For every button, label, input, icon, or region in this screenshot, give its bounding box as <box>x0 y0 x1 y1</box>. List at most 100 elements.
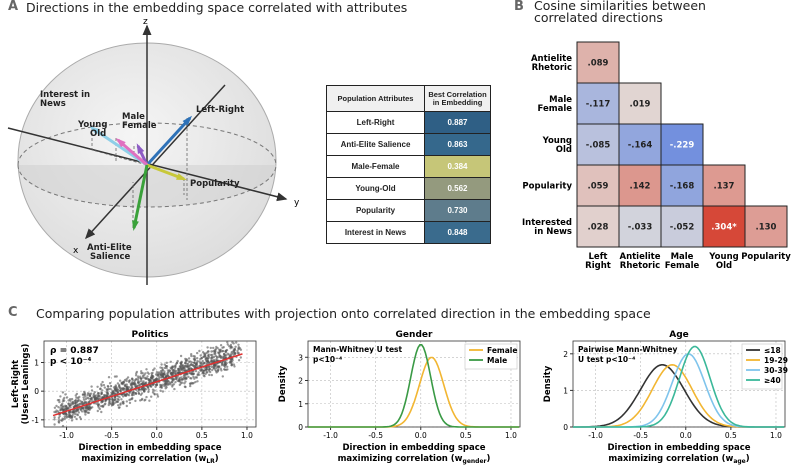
scatter-point <box>67 399 70 402</box>
scatter-point <box>217 366 220 369</box>
scatter-point <box>143 387 146 390</box>
scatter-point <box>214 348 217 351</box>
scatter-point <box>210 355 214 359</box>
annotation-p: p < 10⁻⁴ <box>50 357 92 367</box>
scatter-point <box>73 415 77 418</box>
scatter-point <box>70 411 73 414</box>
scatter-point <box>133 379 136 382</box>
scatter-point <box>184 377 188 380</box>
legend-label: ≥40 <box>764 376 781 385</box>
scatter-point <box>132 393 135 396</box>
scatter-point <box>57 421 61 424</box>
scatter-point <box>97 397 100 401</box>
scatter-point <box>209 346 212 350</box>
scatter-point <box>221 375 224 378</box>
scatter-point <box>151 388 155 391</box>
scatter-point <box>101 405 105 408</box>
scatter-point <box>76 399 80 402</box>
scatter-point <box>123 388 127 391</box>
scatter-point <box>228 345 231 348</box>
correlation-table: Population Attributes Best Correlation i… <box>326 85 491 244</box>
scatter-point <box>147 388 150 391</box>
scatter-point <box>196 357 199 360</box>
row-label: Antielite Rhetoric <box>531 54 572 73</box>
scatter-point <box>223 365 227 369</box>
scatter-point <box>189 384 192 388</box>
scatter-point <box>187 357 191 360</box>
scatter-point <box>206 346 209 349</box>
scatter-point <box>207 369 211 372</box>
scatter-point <box>233 365 236 368</box>
vector-arrowhead <box>89 126 100 135</box>
heatmap-cell <box>618 164 662 207</box>
scatter-point <box>106 393 110 396</box>
scatter-point <box>59 395 62 398</box>
scatter-point <box>188 360 191 363</box>
scatter-point <box>202 372 205 375</box>
heatmap-value: .130 <box>756 223 777 233</box>
heatmap-cell <box>660 123 704 166</box>
scatter-point <box>171 365 175 368</box>
scatter-point <box>68 404 71 407</box>
scatter-point <box>53 416 56 419</box>
scatter-point <box>156 395 160 398</box>
scatter-point <box>192 372 195 375</box>
x-tick-label: -0.5 <box>368 431 383 440</box>
scatter-point <box>82 398 86 401</box>
scatter-point <box>135 377 138 381</box>
annotation-test: Mann-Whitney U test <box>313 345 403 354</box>
x-tick-label: -1.0 <box>588 431 603 440</box>
scatter-point <box>64 406 67 409</box>
y-axis-label: Left-Right(Users Leanings) <box>11 344 31 425</box>
scatter-point <box>207 354 210 357</box>
scatter-point <box>163 384 166 388</box>
scatter-point <box>232 363 236 366</box>
table-row: Male-Female 0.384 <box>326 155 491 178</box>
scatter-point <box>163 370 166 373</box>
scatter-point <box>74 408 77 412</box>
scatter-point <box>215 355 219 358</box>
scatter-point <box>87 397 90 400</box>
scatter-point <box>213 352 216 355</box>
scatter-point <box>57 419 61 422</box>
scatter-point <box>226 341 229 344</box>
scatter-point <box>165 366 168 370</box>
scatter-point <box>203 369 206 372</box>
legend-label: 30-39 <box>764 366 788 375</box>
scatter-point <box>100 392 103 396</box>
scatter-point <box>167 370 171 373</box>
gender-density-chart: Gender -1.0 -0.5 0.0 0.5 1.0 0 1 2 3 Direction in … <box>278 330 521 465</box>
scatter-point <box>174 381 177 384</box>
chart-title: Politics <box>131 330 168 340</box>
scatter-point <box>141 387 144 390</box>
scatter-point <box>226 365 229 368</box>
scatter-point <box>148 399 151 402</box>
scatter-point <box>77 411 81 414</box>
y-tick-label: 2 <box>298 377 303 386</box>
x-tick-label: 0.5 <box>196 431 208 440</box>
scatter-point <box>117 404 120 407</box>
panel-b-title: Cosine similarities between correlated d… <box>534 0 706 24</box>
scatter-point <box>165 365 168 368</box>
scatter-point <box>159 373 162 377</box>
scatter-point <box>125 393 128 396</box>
attribute-cell: Young-Old <box>326 177 425 200</box>
scatter-point <box>131 386 134 389</box>
scatter-point <box>211 353 214 357</box>
scatter-point <box>116 395 120 398</box>
scatter-point <box>190 354 193 358</box>
attribute-cell: Anti-Elite Salience <box>326 133 425 156</box>
scatter-point <box>215 358 218 361</box>
scatter-point <box>214 368 217 372</box>
scatter-point <box>156 393 159 396</box>
scatter-point <box>207 365 211 369</box>
scatter-point <box>109 387 112 391</box>
scatter-point <box>199 361 202 365</box>
scatter-point <box>202 374 205 377</box>
scatter-point <box>104 399 107 403</box>
heatmap-value: .089 <box>588 59 609 69</box>
scatter-point <box>74 404 77 408</box>
col-label: Young Old <box>708 252 738 271</box>
scatter-point <box>192 381 195 385</box>
scatter-point <box>131 392 134 395</box>
